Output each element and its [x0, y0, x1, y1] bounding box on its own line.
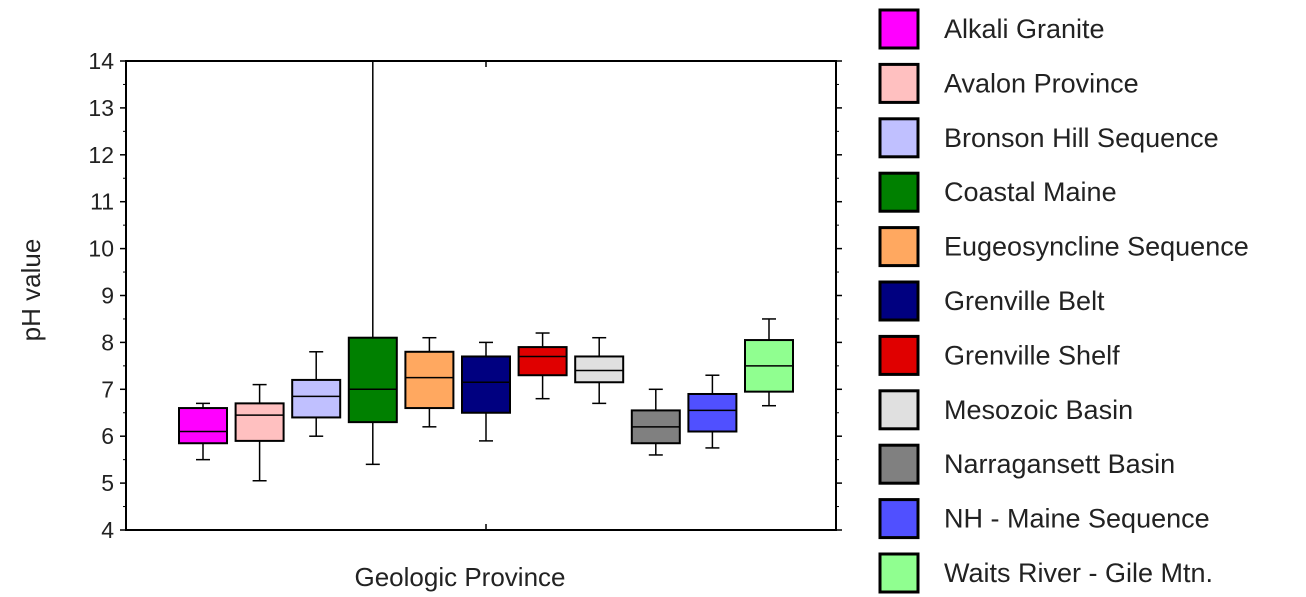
legend-swatch	[878, 226, 920, 268]
legend-label: Bronson Hill Sequence	[944, 123, 1219, 153]
y-tick-label: 12	[88, 142, 114, 168]
box-narragansett-basin	[630, 388, 681, 456]
box-waits-river-gile-mtn-	[744, 318, 794, 407]
legend-label: Avalon Province	[944, 68, 1139, 98]
legend-swatch	[878, 62, 920, 104]
box-iqr	[461, 355, 511, 414]
box-iqr	[687, 392, 738, 433]
legend-item: Eugeosyncline Sequence	[878, 226, 1249, 268]
legend-label: NH - Maine Sequence	[944, 504, 1210, 534]
y-tick-label: 7	[101, 376, 114, 402]
box-iqr	[404, 350, 455, 410]
legend-label: Waits River - Gile Mtn.	[944, 558, 1213, 588]
legend-label: Eugeosyncline Sequence	[944, 232, 1249, 262]
legend-label: Coastal Maine	[944, 177, 1117, 207]
box-iqr	[517, 346, 568, 377]
box-alkali-granite	[178, 402, 228, 461]
y-tick-label: 10	[88, 236, 114, 262]
legend-item: Coastal Maine	[878, 171, 1117, 213]
legend-swatch	[878, 552, 920, 594]
legend-swatch	[878, 117, 920, 159]
box-iqr	[347, 336, 398, 424]
y-axis: 4 5 6 7 8 9 10 11 12 13 14	[88, 48, 842, 543]
y-tick-label: 9	[101, 283, 114, 309]
box-eugeosyncline-sequence	[404, 336, 455, 428]
box-nh-maine-sequence	[687, 374, 738, 449]
legend: Alkali Granite Avalon Province Bronson Hil…	[878, 8, 1249, 594]
box-iqr	[234, 402, 285, 442]
legend-label: Alkali Granite	[944, 14, 1105, 44]
legend-swatch	[878, 389, 920, 431]
legend-swatch	[878, 334, 920, 376]
legend-item: Bronson Hill Sequence	[878, 117, 1219, 159]
legend-item: Mesozoic Basin	[878, 389, 1133, 431]
box-grenville-belt	[461, 341, 511, 442]
legend-label: Narragansett Basin	[944, 449, 1175, 479]
x-axis-title: Geologic Province	[355, 562, 566, 592]
legend-item: Grenville Belt	[878, 280, 1105, 322]
legend-item: Narragansett Basin	[878, 443, 1175, 485]
y-axis-title: pH value	[16, 239, 46, 342]
box-coastal-maine	[347, 60, 398, 466]
box-iqr	[291, 378, 342, 419]
box-avalon-province	[234, 383, 285, 482]
y-tick-label: 13	[88, 95, 114, 121]
legend-item: NH - Maine Sequence	[878, 498, 1210, 540]
box-iqr	[178, 407, 228, 445]
y-tick-label: 8	[101, 329, 114, 355]
legend-item: Grenville Shelf	[878, 334, 1120, 376]
y-tick-label: 4	[101, 517, 114, 543]
y-tick-label: 6	[101, 423, 114, 449]
legend-swatch	[878, 171, 920, 213]
box-bronson-hill-sequence	[291, 351, 342, 437]
legend-label: Grenville Belt	[944, 286, 1105, 316]
legend-label: Mesozoic Basin	[944, 395, 1133, 425]
legend-item: Avalon Province	[878, 62, 1139, 104]
box-grenville-shelf	[517, 332, 568, 400]
box-mesozoic-basin	[574, 336, 625, 405]
y-tick-label: 5	[101, 470, 114, 496]
legend-swatch	[878, 443, 920, 485]
legend-swatch	[878, 280, 920, 322]
y-tick-label: 14	[88, 48, 114, 74]
legend-label: Grenville Shelf	[944, 340, 1120, 370]
plot-frame	[125, 60, 837, 531]
legend-swatch	[878, 498, 920, 540]
y-tick-label: 11	[90, 189, 114, 215]
legend-swatch	[878, 8, 920, 50]
legend-item: Alkali Granite	[878, 8, 1105, 50]
box-series-group	[178, 60, 794, 482]
box-iqr	[574, 355, 625, 384]
legend-item: Waits River - Gile Mtn.	[878, 552, 1213, 594]
